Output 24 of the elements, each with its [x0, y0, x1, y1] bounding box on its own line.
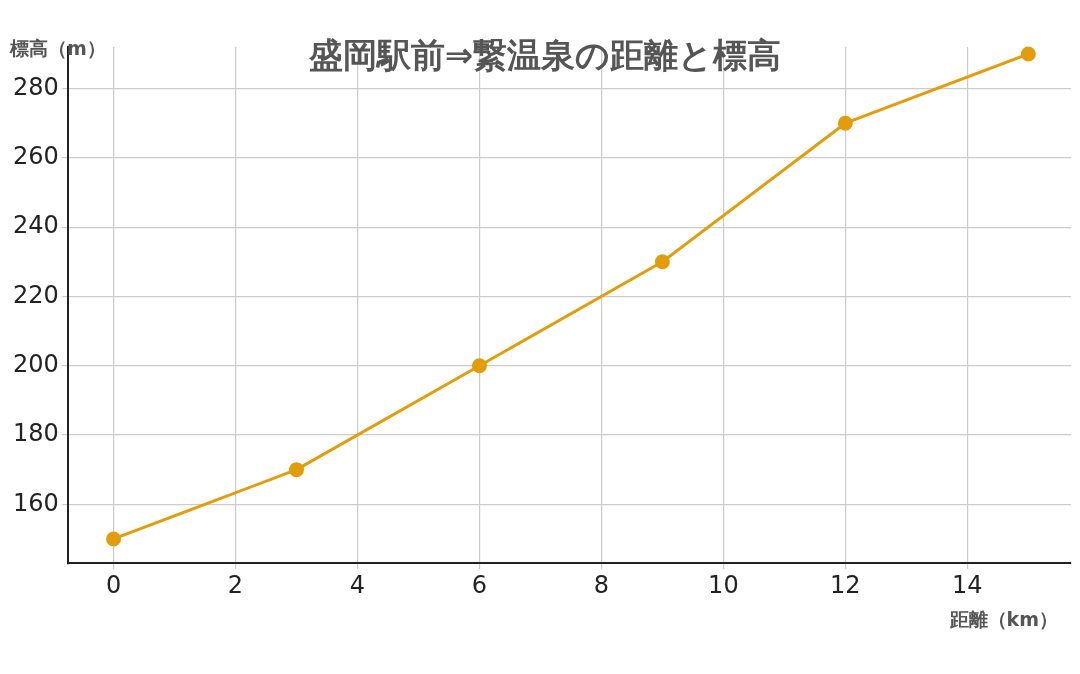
- point: [837, 115, 853, 131]
- y-tick-label: 260: [13, 142, 59, 171]
- point: [106, 531, 122, 547]
- point: [654, 254, 670, 270]
- y-tick-label: 240: [13, 211, 59, 240]
- y-axis-title: 標高（m）: [9, 36, 106, 59]
- x-tick-label: 2: [227, 570, 244, 599]
- x-tick-label: 10: [708, 570, 739, 599]
- x-tick-label: 4: [349, 570, 366, 599]
- y-tick-label: 200: [13, 349, 59, 378]
- chart-title: 盛岡駅前⇒繋温泉の距離と標高: [307, 34, 782, 75]
- y-tick-label: 160: [13, 488, 59, 517]
- x-axis-title: 距離（km）: [948, 608, 1058, 631]
- x-tick-label: 12: [830, 570, 861, 599]
- y-tick-label: 220: [13, 280, 59, 309]
- x-tick-label: 0: [105, 570, 122, 599]
- x-tick-label: 6: [471, 570, 488, 599]
- x-tick-label: 14: [952, 570, 983, 599]
- x-tick-label: 8: [593, 570, 610, 599]
- point: [289, 462, 304, 478]
- point: [471, 358, 487, 374]
- y-tick-label: 180: [13, 419, 59, 448]
- y-tick-label: 280: [13, 72, 59, 101]
- point: [1020, 46, 1036, 62]
